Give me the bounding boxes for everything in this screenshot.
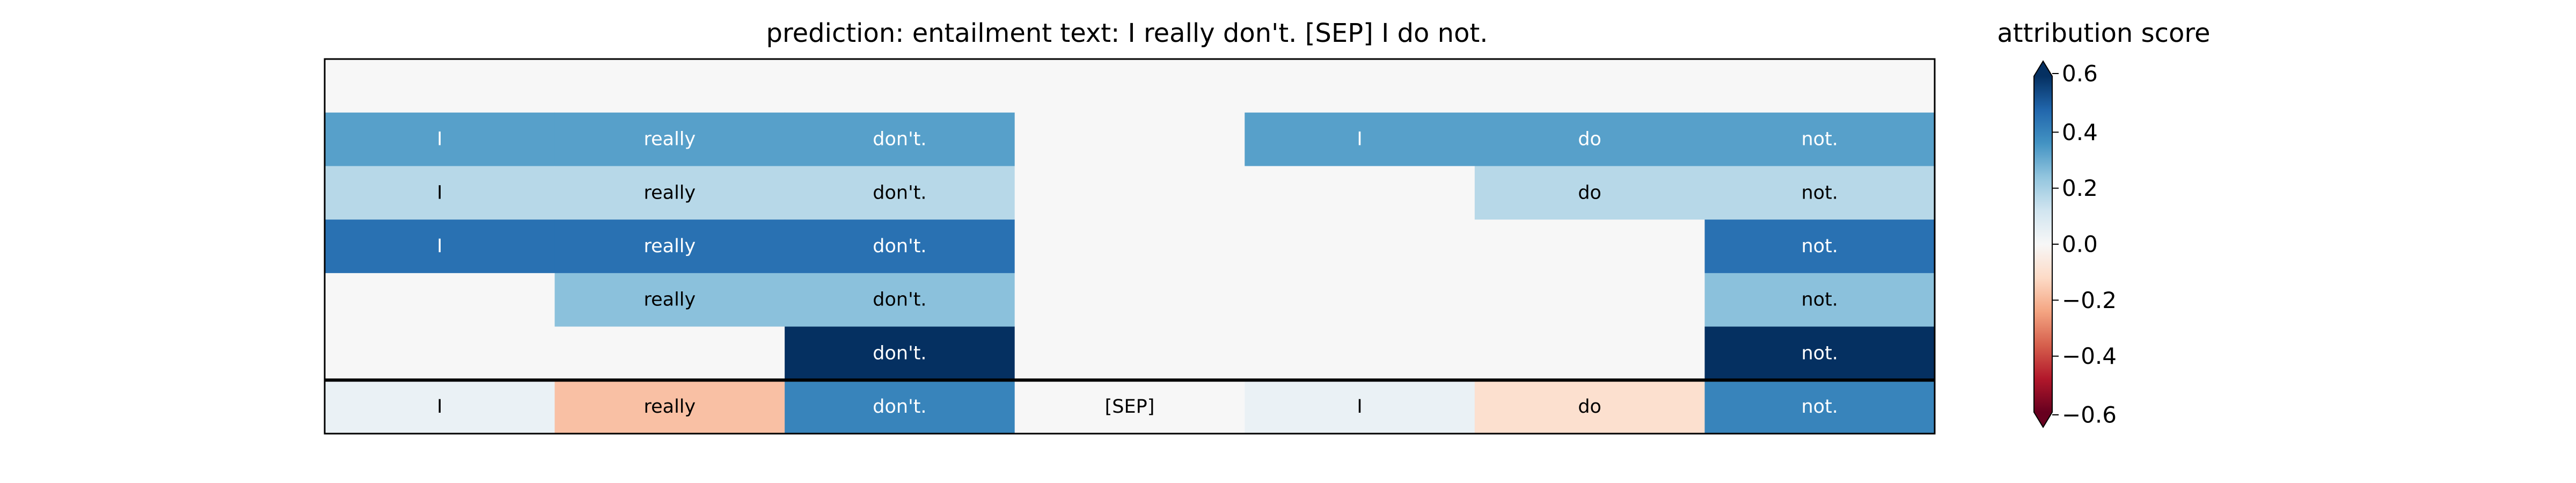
cell-label: I bbox=[1357, 129, 1362, 150]
heatmap-cell bbox=[1474, 380, 1705, 434]
heatmap-cell bbox=[1245, 273, 1475, 327]
cell-label: don't. bbox=[873, 342, 926, 364]
chart-title: prediction: entailment text: I really do… bbox=[766, 18, 1488, 48]
colorbar-tick-label: 0.2 bbox=[2062, 175, 2098, 201]
cell-label: I bbox=[1357, 396, 1362, 418]
cell-label: do bbox=[1578, 396, 1601, 418]
cell-label: not. bbox=[1801, 236, 1838, 257]
cell-label: really bbox=[643, 182, 696, 203]
heatmap-cell bbox=[325, 273, 555, 327]
heatmap-cell bbox=[1474, 59, 1705, 113]
colorbar-outline bbox=[2033, 60, 2053, 428]
colorbar-tick-label: 0.4 bbox=[2062, 119, 2098, 145]
heatmap-cell bbox=[785, 380, 1015, 434]
heatmap-cell bbox=[554, 273, 785, 327]
heatmap-cell bbox=[554, 59, 785, 113]
heatmap-cell bbox=[1014, 112, 1245, 166]
heatmap-cell bbox=[785, 166, 1015, 220]
heatmap-cell bbox=[1245, 59, 1475, 113]
cell-label: don't. bbox=[873, 182, 926, 203]
heatmap-cell bbox=[1245, 219, 1475, 274]
heatmap-cell bbox=[785, 273, 1015, 327]
heatmap-cell bbox=[785, 219, 1015, 274]
heatmap-cell bbox=[785, 112, 1015, 166]
cell-label: really bbox=[643, 129, 696, 150]
cell-label: do bbox=[1578, 129, 1601, 150]
heatmap-cell bbox=[554, 112, 785, 166]
cell-label: not. bbox=[1801, 129, 1838, 150]
cell-label: I bbox=[437, 182, 442, 203]
heatmap-cell bbox=[1474, 326, 1705, 380]
heatmap-cell bbox=[1245, 166, 1475, 220]
heatmap-cell bbox=[1474, 273, 1705, 327]
heatmap-cell bbox=[554, 166, 785, 220]
heatmap-cell bbox=[554, 380, 785, 434]
heatmap-cell bbox=[325, 112, 555, 166]
heatmap-cell bbox=[1704, 166, 1935, 220]
cell-label: [SEP] bbox=[1105, 396, 1155, 418]
heatmap-cell bbox=[1014, 273, 1245, 327]
cell-label: not. bbox=[1801, 182, 1838, 203]
heatmap-cell bbox=[1014, 326, 1245, 380]
colorbar-tick-label: −0.4 bbox=[2062, 343, 2117, 369]
heatmap-cell bbox=[1474, 166, 1705, 220]
heatmap-cell bbox=[785, 59, 1015, 113]
cell-label: not. bbox=[1801, 342, 1838, 364]
heatmap-cell bbox=[1704, 59, 1935, 113]
heatmap-cell bbox=[554, 219, 785, 274]
heatmap-cell bbox=[785, 326, 1015, 380]
cell-label: really bbox=[643, 396, 696, 418]
cell-label: really bbox=[643, 236, 696, 257]
heatmap-cell bbox=[554, 326, 785, 380]
heatmap-cell bbox=[325, 59, 555, 113]
heatmap-cell bbox=[1245, 380, 1475, 434]
heatmap-cell bbox=[1014, 380, 1245, 434]
colorbar-extend-max bbox=[2034, 61, 2052, 76]
heatmap-cell bbox=[1474, 219, 1705, 274]
heatmap-cell bbox=[325, 380, 555, 434]
cell-label: I bbox=[437, 236, 442, 257]
heatmap-cell bbox=[1704, 326, 1935, 380]
cell-label: I bbox=[437, 396, 442, 418]
colorbar-extend-min bbox=[2034, 412, 2052, 427]
heatmap-cell bbox=[325, 219, 555, 274]
heatmap-cell bbox=[1704, 112, 1935, 166]
heatmap-frame bbox=[324, 58, 1936, 435]
heatmap-cell bbox=[1704, 273, 1935, 327]
colorbar: 0.6 0.4 0.2 0.0 −0.2 −0.4 −0.6 bbox=[2033, 60, 2117, 428]
heatmap-cell bbox=[1014, 166, 1245, 220]
colorbar-label: attribution score bbox=[1997, 18, 2210, 48]
cell-label: don't. bbox=[873, 396, 926, 418]
heatmap-cell bbox=[1245, 112, 1475, 166]
heatmap-cell bbox=[1704, 219, 1935, 274]
cell-label: I bbox=[437, 129, 442, 150]
colorbar-tick-label: 0.0 bbox=[2062, 231, 2098, 258]
heatmap-cell bbox=[1245, 326, 1475, 380]
colorbar-tick-label: −0.6 bbox=[2062, 402, 2117, 428]
heatmap-cell bbox=[1014, 219, 1245, 274]
colorbar-tick-label: −0.2 bbox=[2062, 287, 2117, 313]
heatmap-cell bbox=[1704, 380, 1935, 434]
heatmap-cell bbox=[1474, 112, 1705, 166]
cell-label: don't. bbox=[873, 129, 926, 150]
cell-label: not. bbox=[1801, 396, 1838, 418]
cell-label: don't. bbox=[873, 289, 926, 311]
cell-label: really bbox=[643, 289, 696, 311]
cell-label: not. bbox=[1801, 289, 1838, 311]
heatmap-cell bbox=[1014, 59, 1245, 113]
heatmap-cell bbox=[325, 326, 555, 380]
colorbar-tick-label: 0.6 bbox=[2062, 61, 2098, 87]
colorbar-gradient bbox=[2034, 76, 2052, 412]
cell-label: don't. bbox=[873, 236, 926, 257]
heatmap-cell bbox=[325, 166, 555, 220]
cell-label: do bbox=[1578, 182, 1601, 203]
